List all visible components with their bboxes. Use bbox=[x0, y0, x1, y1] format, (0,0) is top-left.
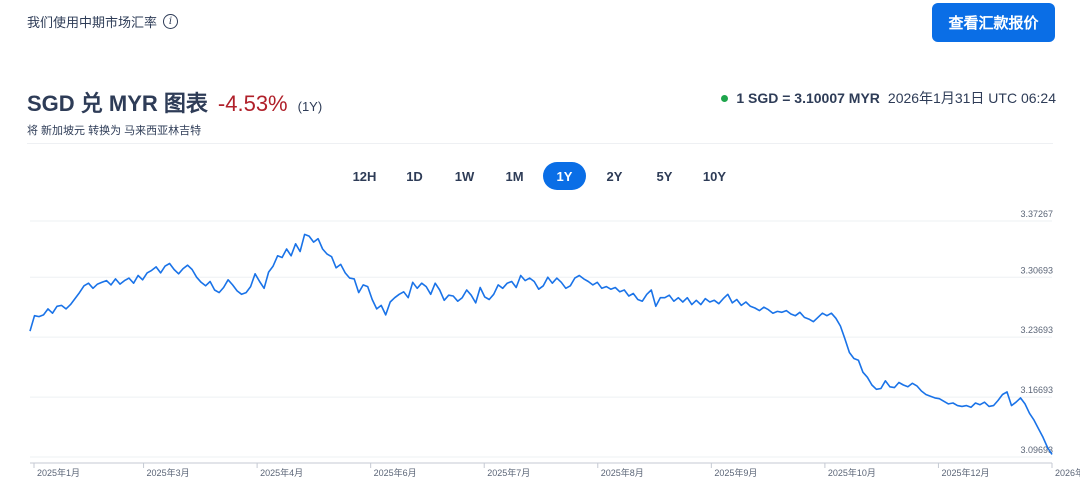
tab-1d[interactable]: 1D bbox=[393, 162, 436, 190]
page-title: SGD 兑 MYR 图表 bbox=[27, 91, 208, 116]
y-tick-label: 3.23693 bbox=[1020, 325, 1053, 335]
rate-timestamp: 2026年1月31日 UTC 06:24 bbox=[887, 90, 1056, 106]
x-tick-label: 2025年9月 bbox=[714, 467, 757, 478]
divider bbox=[27, 143, 1053, 144]
view-quote-button[interactable]: 查看汇款报价 bbox=[932, 3, 1055, 42]
tab-10y[interactable]: 10Y bbox=[693, 162, 736, 190]
period-tabs: 12H 1D 1W 1M 1Y 2Y 5Y 10Y bbox=[343, 162, 736, 190]
change-period: (1Y) bbox=[297, 99, 323, 114]
current-rate: 1 SGD = 3.10007 MYR 2026年1月31日 UTC 06:24 bbox=[721, 88, 1056, 108]
x-tick-label: 2025年1月 bbox=[37, 467, 80, 478]
tab-5y[interactable]: 5Y bbox=[643, 162, 686, 190]
x-tick-label: 2025年6月 bbox=[374, 467, 417, 478]
live-status-dot bbox=[721, 94, 729, 102]
y-tick-label: 3.30693 bbox=[1020, 265, 1053, 275]
x-tick-label: 2025年8月 bbox=[601, 467, 644, 478]
tab-1y[interactable]: 1Y bbox=[543, 162, 586, 190]
series-line bbox=[29, 233, 1053, 455]
y-tick-label: 3.37267 bbox=[1020, 209, 1053, 219]
tab-1m[interactable]: 1M bbox=[493, 162, 536, 190]
x-tick-label: 2025年7月 bbox=[487, 467, 530, 478]
market-rate-note-text: 我们使用中期市场汇率 bbox=[27, 15, 158, 30]
conversion-subtitle: 将 新加坡元 转换为 马来西亚林吉特 bbox=[27, 125, 202, 137]
y-tick-label: 3.09693 bbox=[1020, 445, 1053, 455]
x-tick-label: 2025年3月 bbox=[147, 467, 190, 478]
x-tick-label: 2025年12月 bbox=[941, 467, 989, 478]
rate-history-chart[interactable]: 3.37267 3.30693 3.23693 3.16693 3.09693 2025年… bbox=[0, 200, 1080, 489]
x-tick-label: 2025年10月 bbox=[828, 467, 876, 478]
chart-header: SGD 兑 MYR 图表 -4.53% (1Y) bbox=[27, 86, 322, 118]
tab-2y[interactable]: 2Y bbox=[593, 162, 636, 190]
tab-1w[interactable]: 1W bbox=[443, 162, 486, 190]
info-icon[interactable]: i bbox=[163, 14, 179, 29]
change-percent: -4.53% bbox=[217, 91, 288, 116]
rate-value: 1 SGD = 3.10007 MYR bbox=[736, 90, 880, 106]
tab-12h[interactable]: 12H bbox=[343, 162, 386, 190]
x-tick-label: 2025年4月 bbox=[260, 467, 303, 478]
x-tick-label: 2026年1月 bbox=[1055, 467, 1080, 478]
market-rate-note: 我们使用中期市场汇率 i bbox=[27, 12, 179, 31]
y-tick-label: 3.16693 bbox=[1020, 385, 1053, 395]
